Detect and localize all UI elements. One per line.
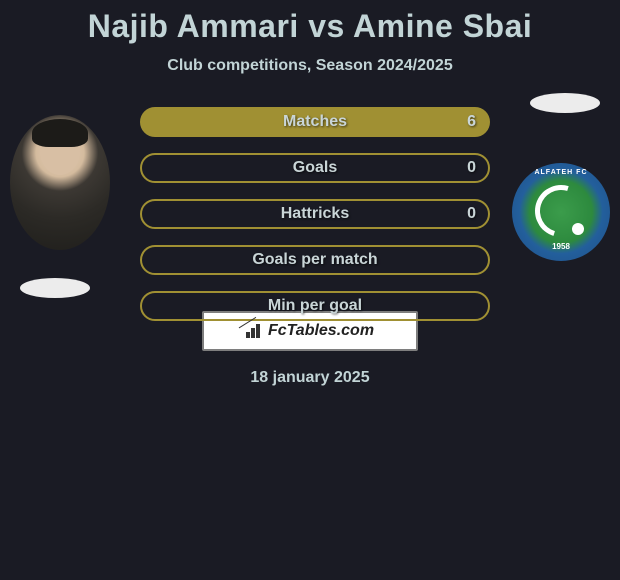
stat-row-hattricks: Hattricks 0 [140, 199, 490, 229]
club-badge-year: 1958 [552, 242, 570, 251]
player-right-club-badge: ALFATEH FC 1958 [512, 163, 610, 261]
stat-label: Goals per match [252, 251, 377, 269]
stat-value-right: 0 [467, 159, 476, 177]
player-right-country-flag [530, 93, 600, 113]
comparison-card: Najib Ammari vs Amine Sbai Club competit… [0, 0, 620, 580]
stat-value-right: 0 [467, 205, 476, 223]
club-badge-text: ALFATEH FC [518, 169, 604, 176]
footer-date: 18 january 2025 [0, 369, 620, 387]
club-badge-swoosh-icon [526, 176, 596, 246]
player-left-avatar [10, 115, 110, 250]
stat-row-matches: Matches 6 [140, 107, 490, 137]
club-badge-ball-icon [572, 223, 584, 235]
stat-label: Matches [283, 113, 347, 131]
stat-label: Min per goal [268, 297, 362, 315]
stat-row-goals: Goals 0 [140, 153, 490, 183]
stat-label: Goals [293, 159, 337, 177]
stat-row-goals-per-match: Goals per match [140, 245, 490, 275]
stat-value-right: 6 [467, 113, 476, 131]
subtitle: Club competitions, Season 2024/2025 [0, 57, 620, 75]
stat-label: Hattricks [281, 205, 349, 223]
chart-icon [246, 324, 264, 338]
stat-row-min-per-goal: Min per goal [140, 291, 490, 321]
stats-list: Matches 6 Goals 0 Hattricks 0 Goals per … [140, 107, 490, 337]
player-left-country-flag [20, 278, 90, 298]
page-title: Najib Ammari vs Amine Sbai [0, 8, 620, 45]
